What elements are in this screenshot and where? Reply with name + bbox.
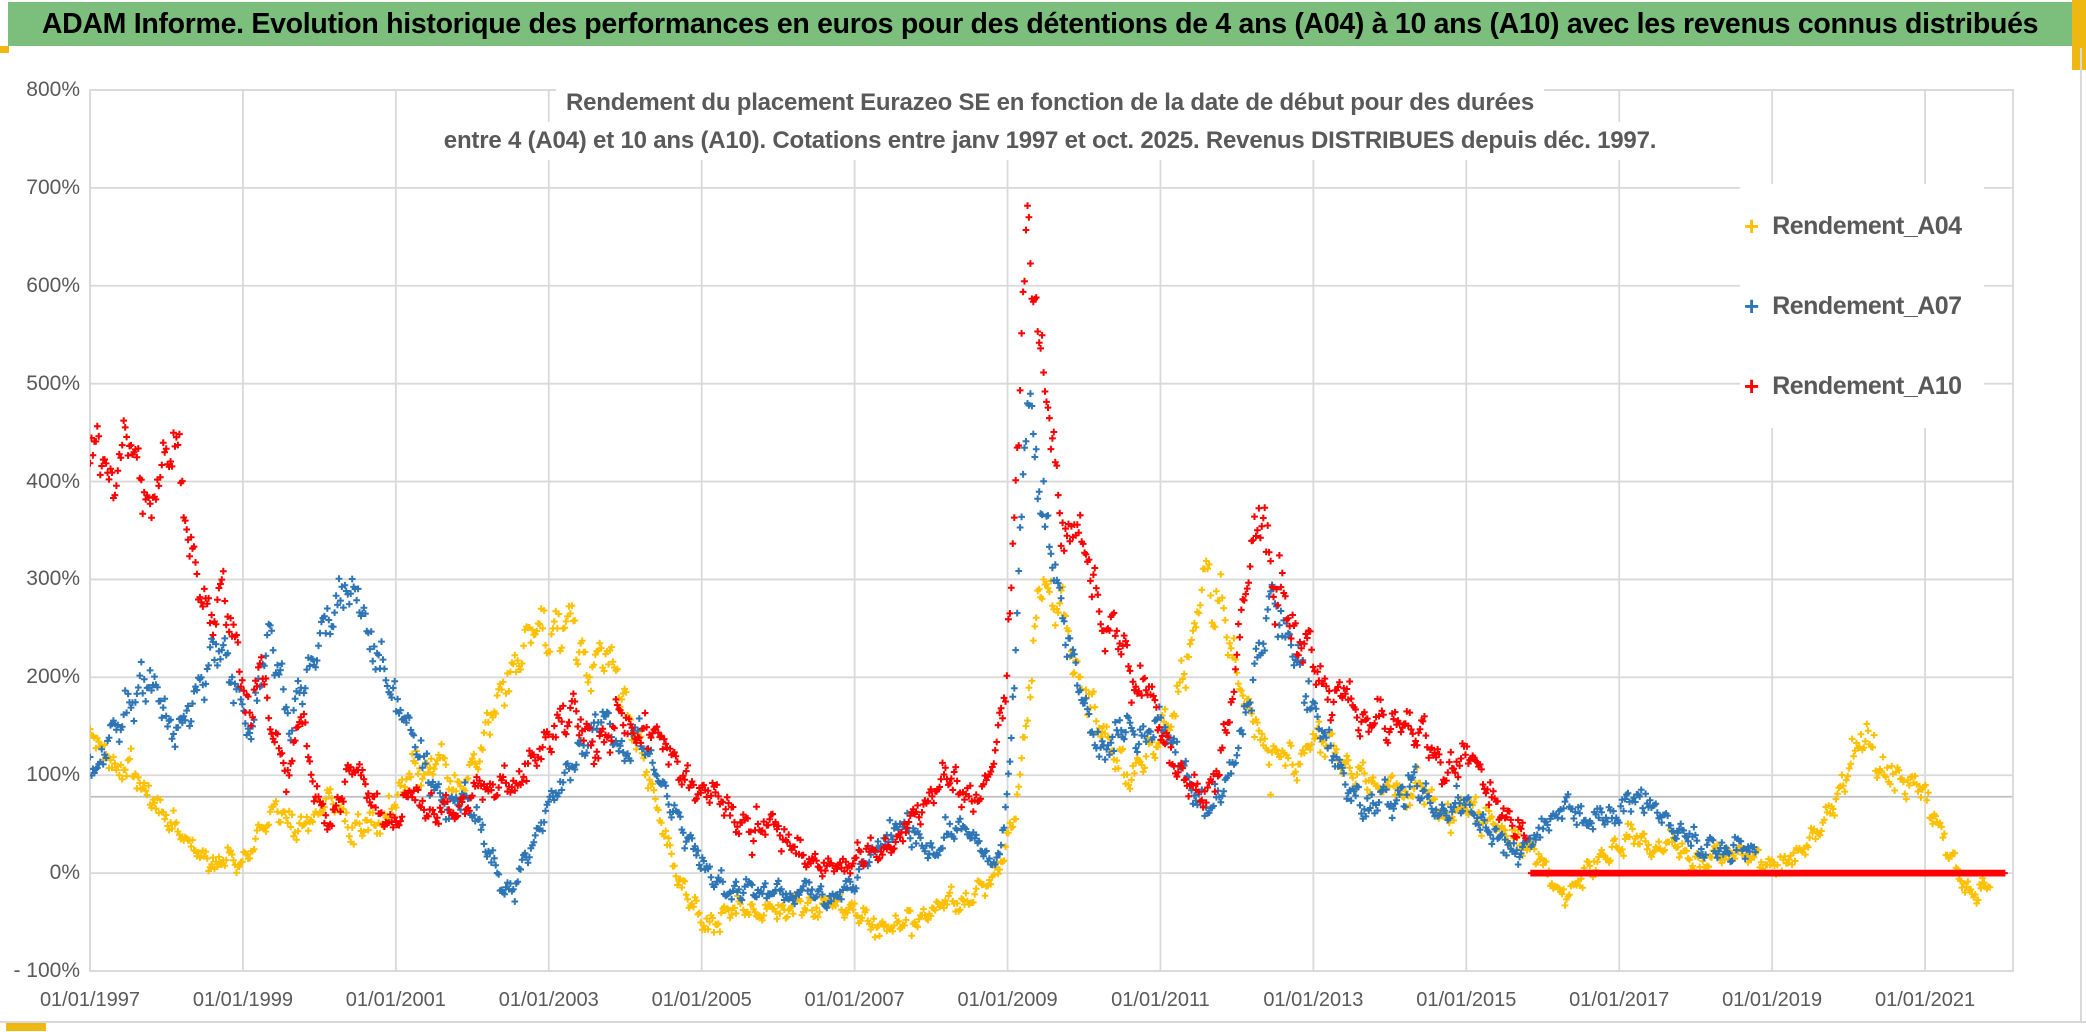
chart-title: Rendement du placement Eurazeo SE en fon… <box>160 84 1940 160</box>
banner-title: ADAM Informe. Evolution historique des p… <box>8 2 2072 46</box>
legend-item-rendement-a10[interactable]: + Rendement_A10 <box>1744 346 1962 426</box>
x-axis-tick: 01/01/2001 <box>345 989 446 1011</box>
plot-border <box>89 89 2014 972</box>
legend-label: Rendement_A10 <box>1772 371 1962 400</box>
chart-border-right <box>2080 48 2082 1022</box>
series-rendement_a07 <box>90 390 1759 912</box>
series-rendement_a10 <box>90 202 2008 880</box>
y-axis-tick: 100% <box>26 763 80 787</box>
series-rendement_a04 <box>90 557 1994 941</box>
chart-area[interactable]: Rendement du placement Eurazeo SE en fon… <box>0 48 2086 1032</box>
x-axis-tick: 01/01/2009 <box>957 989 1058 1011</box>
x-axis-tick: 01/01/2021 <box>1875 989 1976 1011</box>
y-axis-tick: 700% <box>26 175 80 199</box>
legend-label: Rendement_A04 <box>1772 211 1962 240</box>
x-axis-tick: 01/01/2017 <box>1569 989 1670 1011</box>
chart-legend: + Rendement_A04 + Rendement_A07 + Rendem… <box>1740 184 1984 428</box>
x-axis-tick: 01/01/2013 <box>1263 989 1364 1011</box>
x-axis-tick: 01/01/1999 <box>192 989 293 1011</box>
x-axis-tick: 01/01/2005 <box>651 989 752 1011</box>
y-axis-tick: 400% <box>26 469 80 493</box>
legend-item-rendement-a07[interactable]: + Rendement_A07 <box>1744 266 1962 346</box>
y-axis-tick: 300% <box>26 567 80 591</box>
x-axis-tick: 01/01/1997 <box>39 989 141 1011</box>
x-axis-tick: 01/01/2003 <box>498 989 599 1011</box>
selection-handle-bottom <box>6 1023 46 1031</box>
chart-border-bottom <box>0 1021 2086 1023</box>
legend-label: Rendement_A07 <box>1772 291 1962 320</box>
x-axis-tick: 01/01/2015 <box>1416 989 1517 1011</box>
plus-marker-icon: + <box>1744 211 1760 241</box>
x-axis-tick: 01/01/2019 <box>1722 989 1823 1011</box>
plus-marker-icon: + <box>1744 291 1760 321</box>
x-axis-tick: 01/01/2011 <box>1111 989 1210 1011</box>
selection-handle-right <box>2072 0 2086 70</box>
chart-title-line2: entre 4 (A04) et 10 ans (A10). Cotations… <box>433 122 1667 160</box>
selection-handle-left <box>0 46 9 53</box>
y-axis-tick: 600% <box>26 273 80 297</box>
y-axis-tick: 500% <box>26 371 80 395</box>
y-axis-tick: 0% <box>49 861 80 885</box>
y-axis-tick: 200% <box>26 665 80 689</box>
gridlines <box>89 89 2013 972</box>
y-axis-tick: - 100% <box>13 959 80 982</box>
x-axis-tick: 01/01/2007 <box>804 989 905 1011</box>
plus-marker-icon: + <box>1744 371 1760 401</box>
y-axis-tick: 800% <box>26 78 80 101</box>
legend-item-rendement-a04[interactable]: + Rendement_A04 <box>1744 186 1962 266</box>
chart-title-line1: Rendement du placement Eurazeo SE en fon… <box>556 84 1544 122</box>
